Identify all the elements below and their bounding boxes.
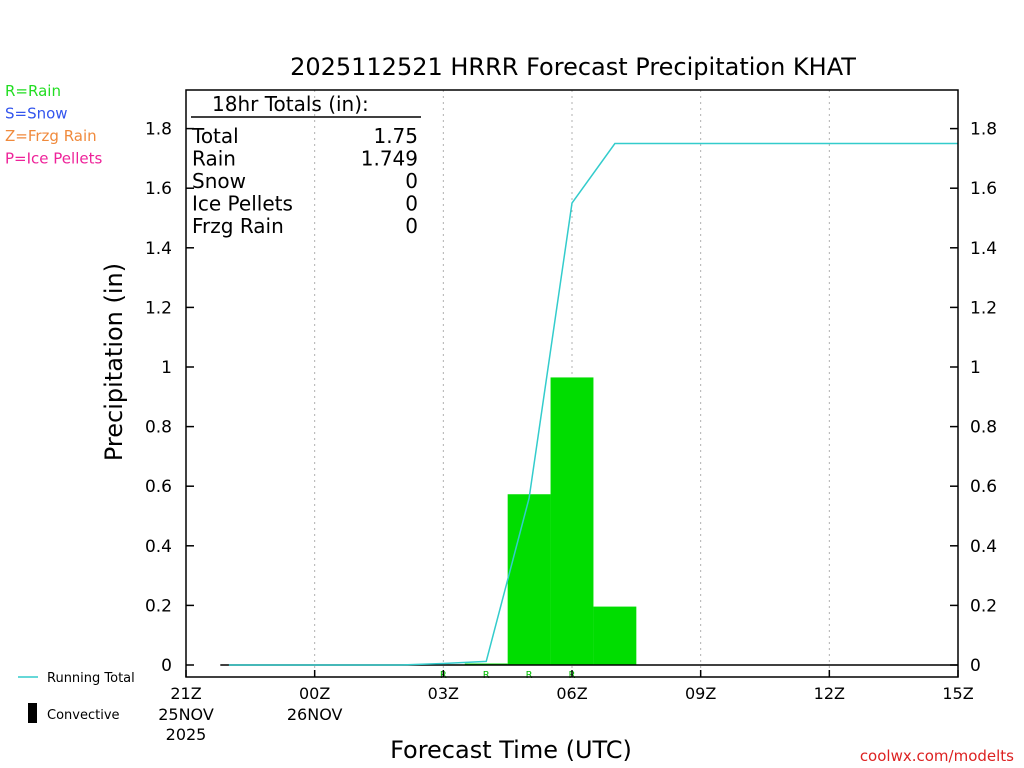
precip-bar xyxy=(550,377,594,665)
x-tick-label: 03Z xyxy=(428,684,459,703)
x-tick-label: 09Z xyxy=(685,684,716,703)
running-total-line xyxy=(228,142,958,666)
totals-row-label: Frzg Rain xyxy=(192,214,284,238)
series-legend: Running Total Convective xyxy=(18,671,135,723)
ptype-marker: R xyxy=(526,670,533,681)
bars xyxy=(421,377,637,666)
x-tick-year: 2025 xyxy=(166,725,207,744)
x-tick-date: 26NOV xyxy=(287,705,343,724)
chart-title: 2025112521 HRRR Forecast Precipitation K… xyxy=(290,53,856,81)
totals-row-label: Snow xyxy=(192,169,246,193)
y-tick-label-left: 1.2 xyxy=(145,298,172,318)
totals-row-value: 0 xyxy=(405,192,418,216)
ptype-legend-item: S=Snow xyxy=(5,105,68,123)
y-axis-label: Precipitation (in) xyxy=(100,263,128,461)
convective-legend-label: Convective xyxy=(47,708,120,723)
y-tick-label-right: 0.6 xyxy=(970,477,997,497)
x-tick-label: 00Z xyxy=(299,684,330,703)
x-tick-date: 25NOV xyxy=(158,705,214,724)
y-tick-label-left: 1 xyxy=(161,358,172,378)
x-tick-label: 12Z xyxy=(814,684,845,703)
x-axis-label: Forecast Time (UTC) xyxy=(390,736,632,764)
precip-bar xyxy=(593,606,637,665)
x-tick-label: 15Z xyxy=(942,684,973,703)
ptype-marker: R xyxy=(483,670,490,681)
y-tick-label-right: 1.2 xyxy=(970,298,997,318)
credit-text: coolwx.com/modelts xyxy=(860,747,1014,765)
totals-header: 18hr Totals (in): xyxy=(212,92,369,116)
convective-swatch xyxy=(28,703,37,723)
y-tick-label-right: 0.4 xyxy=(970,537,997,557)
y-tick-label-right: 0.8 xyxy=(970,418,997,438)
totals-row-label: Ice Pellets xyxy=(192,192,293,216)
y-tick-label-right: 1.8 xyxy=(970,120,997,140)
y-tick-label-right: 0 xyxy=(970,656,981,676)
y-tick-label-left: 1.4 xyxy=(145,239,172,259)
y-tick-label-left: 1.6 xyxy=(145,179,172,199)
ptype-markers: RRRR xyxy=(440,670,576,681)
totals-row-value: 0 xyxy=(405,214,418,238)
ptype-legend: R=Rain S=Snow Z=Frzg Rain P=Ice Pellets xyxy=(5,82,102,168)
y-tick-label-left: 0.4 xyxy=(145,537,172,557)
grid-lines xyxy=(314,90,830,677)
x-tick-label: 06Z xyxy=(556,684,587,703)
x-tick-label: 21Z xyxy=(170,684,201,703)
y-tick-label-right: 1.4 xyxy=(970,239,997,259)
y-tick-label-left: 0.2 xyxy=(145,596,172,616)
totals-row-label: Rain xyxy=(192,147,236,171)
ptype-legend-item: Z=Frzg Rain xyxy=(5,127,97,145)
totals-row-value: 1.75 xyxy=(373,124,418,148)
y-axis-ticks: 0 00.2 0.20.4 0.40.6 0.60.8 0.81 11.2 1.21.4 1.4… xyxy=(145,120,997,676)
totals-row-value: 0 xyxy=(405,169,418,193)
y-tick-label-right: 0.2 xyxy=(970,596,997,616)
totals-row-value: 1.749 xyxy=(361,147,418,171)
precip-bar xyxy=(507,494,551,665)
y-tick-label-right: 1.6 xyxy=(970,179,997,199)
ptype-legend-item: R=Rain xyxy=(5,82,61,100)
ptype-legend-item: P=Ice Pellets xyxy=(5,150,102,168)
totals-row-label: Total xyxy=(191,124,239,148)
y-tick-label-left: 0.6 xyxy=(145,477,172,497)
y-tick-label-right: 1 xyxy=(970,358,981,378)
running-total-legend-label: Running Total xyxy=(47,671,135,686)
y-tick-label-left: 0.8 xyxy=(145,418,172,438)
totals-box: 18hr Totals (in): Total 1.75 Rain 1.749 Snow… xyxy=(191,92,421,238)
y-tick-label-left: 0 xyxy=(161,656,172,676)
y-tick-label-left: 1.8 xyxy=(145,120,172,140)
